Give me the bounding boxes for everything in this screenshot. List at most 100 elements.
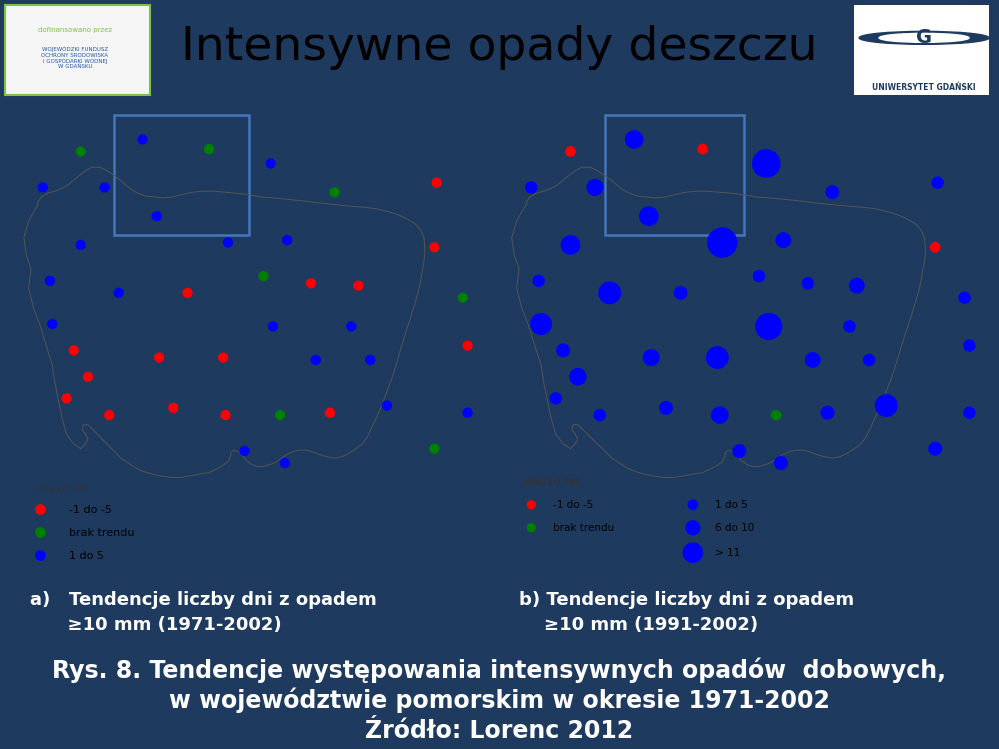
Point — [111, 287, 127, 299]
Point — [775, 234, 791, 246]
Point — [73, 145, 89, 157]
Bar — [604, 115, 744, 235]
Text: Rys. 8. Tendencje występowania intensywnych opadów  dobowych,: Rys. 8. Tendencje występowania intensywn… — [53, 658, 946, 683]
FancyBboxPatch shape — [5, 5, 150, 94]
Point — [42, 275, 58, 287]
Point — [272, 409, 288, 421]
Point — [685, 547, 701, 559]
Point — [861, 354, 877, 366]
Point — [97, 181, 113, 193]
Text: Intensywne opady deszczu: Intensywne opady deszczu — [181, 25, 818, 70]
Point — [344, 321, 360, 333]
Text: 1 do 5: 1 do 5 — [715, 500, 747, 510]
Text: dni/10 lat: dni/10 lat — [523, 476, 580, 487]
Point — [758, 157, 774, 169]
Point — [768, 409, 784, 421]
Text: w województwie pomorskim w okresie 1971-2002: w województwie pomorskim w okresie 1971-… — [169, 688, 830, 713]
Text: b) Tendencje liczby dni z opadem
    ≥10 mm (1991-2002): b) Tendencje liczby dni z opadem ≥10 mm … — [519, 590, 854, 634]
Point — [658, 402, 674, 414]
Point — [530, 275, 546, 287]
Text: dofinansowano przez: dofinansowano przez — [38, 27, 112, 33]
Text: G: G — [916, 28, 932, 47]
Point — [237, 445, 253, 457]
Point — [351, 279, 367, 291]
Text: Źródło: Lorenc 2012: Źródło: Lorenc 2012 — [366, 719, 633, 743]
Point — [201, 143, 217, 155]
Point — [263, 157, 279, 169]
Point — [59, 392, 75, 404]
Point — [308, 354, 324, 366]
Point — [66, 345, 82, 357]
Point — [773, 457, 789, 469]
Text: UNIWERSYTET GDAŃSKI: UNIWERSYTET GDAŃSKI — [872, 83, 976, 92]
Point — [279, 234, 296, 246]
Point — [761, 321, 777, 333]
Point — [547, 392, 563, 404]
Point — [327, 187, 343, 198]
Point — [73, 239, 89, 251]
Point — [709, 351, 725, 363]
Point — [455, 291, 471, 303]
Point — [711, 409, 727, 421]
Point — [220, 237, 236, 249]
Point — [460, 407, 476, 419]
Point — [101, 409, 117, 421]
Point — [460, 339, 476, 351]
Point — [32, 503, 48, 515]
Text: brak trendu: brak trendu — [69, 527, 135, 538]
Point — [640, 210, 656, 222]
Point — [35, 181, 51, 193]
FancyBboxPatch shape — [854, 5, 989, 94]
Point — [429, 177, 445, 189]
Point — [523, 181, 539, 193]
Bar — [114, 115, 250, 235]
Point — [32, 527, 48, 539]
Point — [930, 177, 946, 189]
Point — [694, 143, 710, 155]
Text: dni/10 lat: dni/10 lat — [36, 484, 85, 494]
Point — [151, 351, 167, 363]
Point — [218, 409, 234, 421]
Point — [555, 345, 571, 357]
Point — [303, 277, 319, 289]
Point — [714, 237, 730, 249]
Point — [819, 407, 835, 419]
Text: > 11: > 11 — [715, 548, 740, 558]
Point — [562, 239, 578, 251]
Point — [841, 321, 857, 333]
Point — [149, 210, 165, 222]
Point — [379, 399, 395, 411]
Point — [957, 291, 973, 303]
Point — [731, 445, 747, 457]
Point — [44, 318, 60, 330]
Point — [427, 241, 443, 253]
Point — [32, 550, 48, 562]
Point — [824, 187, 840, 198]
Text: brak trendu: brak trendu — [553, 523, 614, 533]
Point — [277, 457, 293, 469]
Point — [135, 133, 151, 145]
Point — [587, 181, 603, 193]
Text: 6 do 10: 6 do 10 — [715, 523, 754, 533]
Text: 1 do 5: 1 do 5 — [69, 551, 104, 560]
Point — [215, 351, 231, 363]
Point — [180, 287, 196, 299]
Text: WOJEWÓDZKI FUNDUSZ
OCHRONY ŚRODOWISKA
I GOSPODARKI WODNEJ
W GDAŃSKU: WOJEWÓDZKI FUNDUSZ OCHRONY ŚRODOWISKA I … — [41, 46, 109, 70]
Point — [322, 407, 338, 419]
Point — [523, 522, 539, 534]
Circle shape — [859, 31, 989, 44]
Point — [591, 409, 607, 421]
Point — [849, 279, 865, 291]
Point — [805, 354, 821, 366]
Point — [256, 270, 272, 282]
Text: a)   Tendencje liczby dni z opadem
      ≥10 mm (1971-2002): a) Tendencje liczby dni z opadem ≥10 mm … — [30, 590, 377, 634]
Point — [523, 499, 539, 511]
Point — [626, 133, 642, 145]
Point — [533, 318, 549, 330]
Point — [685, 522, 701, 534]
Point — [166, 402, 182, 414]
Point — [601, 287, 617, 299]
Point — [562, 145, 578, 157]
Point — [672, 287, 688, 299]
Point — [643, 351, 659, 363]
